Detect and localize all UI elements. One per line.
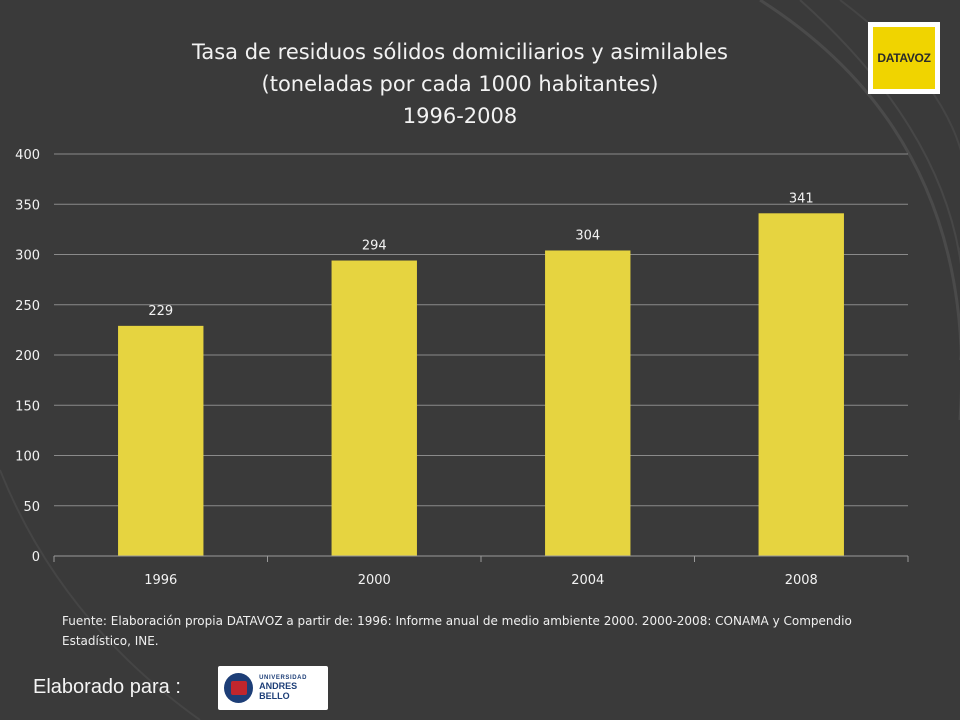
y-tick-label: 200	[15, 349, 40, 364]
chart-subtitle: (toneladas por cada 1000 habitantes)	[261, 72, 659, 96]
bar-2004	[545, 250, 631, 557]
data-label-2000: 294	[362, 239, 387, 254]
datavoz-logo-text: DATAVOZ	[873, 27, 935, 89]
y-tick-label: 250	[15, 299, 40, 314]
university-logo-line1: UNIVERSIDAD	[259, 675, 308, 681]
datavoz-logo: DATAVOZ	[868, 22, 940, 94]
y-tick-label: 50	[23, 500, 40, 515]
data-label-1996: 229	[148, 304, 173, 319]
universidad-andres-bello-logo: UNIVERSIDAD ANDRES BELLO	[218, 666, 328, 710]
y-tick-label: 400	[15, 148, 40, 163]
x-axis: 1996 2000 2004 2008	[53, 555, 909, 588]
chart-title-block: Tasa de residuos sólidos domiciliarios y…	[60, 36, 860, 132]
y-axis-ticks: 0 50 100 150 200 250 300 350 400	[15, 148, 40, 565]
data-label-2004: 304	[575, 228, 600, 243]
x-tick-label-2008: 2008	[785, 573, 818, 588]
bar-2000	[331, 260, 417, 556]
data-labels: 229 294 304 341	[148, 191, 813, 319]
footer-label: Elaborado para :	[33, 676, 181, 698]
bar-chart: 0 50 100 150 200 250 300 350 400 229 294 304 341 19…	[15, 148, 909, 588]
data-label-2008: 341	[789, 191, 814, 206]
source-note: Fuente: Elaboración propia DATAVOZ a par…	[62, 614, 852, 648]
x-tick-label-1996: 1996	[144, 573, 177, 588]
x-tick-label-2000: 2000	[358, 573, 391, 588]
y-tick-label: 100	[15, 450, 40, 465]
chart-title: Tasa de residuos sólidos domiciliarios y…	[192, 40, 728, 64]
y-tick-label: 0	[32, 550, 40, 565]
y-tick-label: 150	[15, 399, 40, 414]
university-seal-icon	[224, 673, 254, 703]
x-tick-label-2004: 2004	[571, 573, 604, 588]
y-tick-label: 350	[15, 198, 40, 213]
university-logo-line2: ANDRES BELLO	[259, 681, 298, 701]
bar-2008	[758, 213, 844, 557]
chart-period: 1996-2008	[402, 104, 518, 128]
bars	[118, 213, 844, 557]
bar-1996	[118, 325, 204, 556]
y-tick-label: 300	[15, 249, 40, 264]
